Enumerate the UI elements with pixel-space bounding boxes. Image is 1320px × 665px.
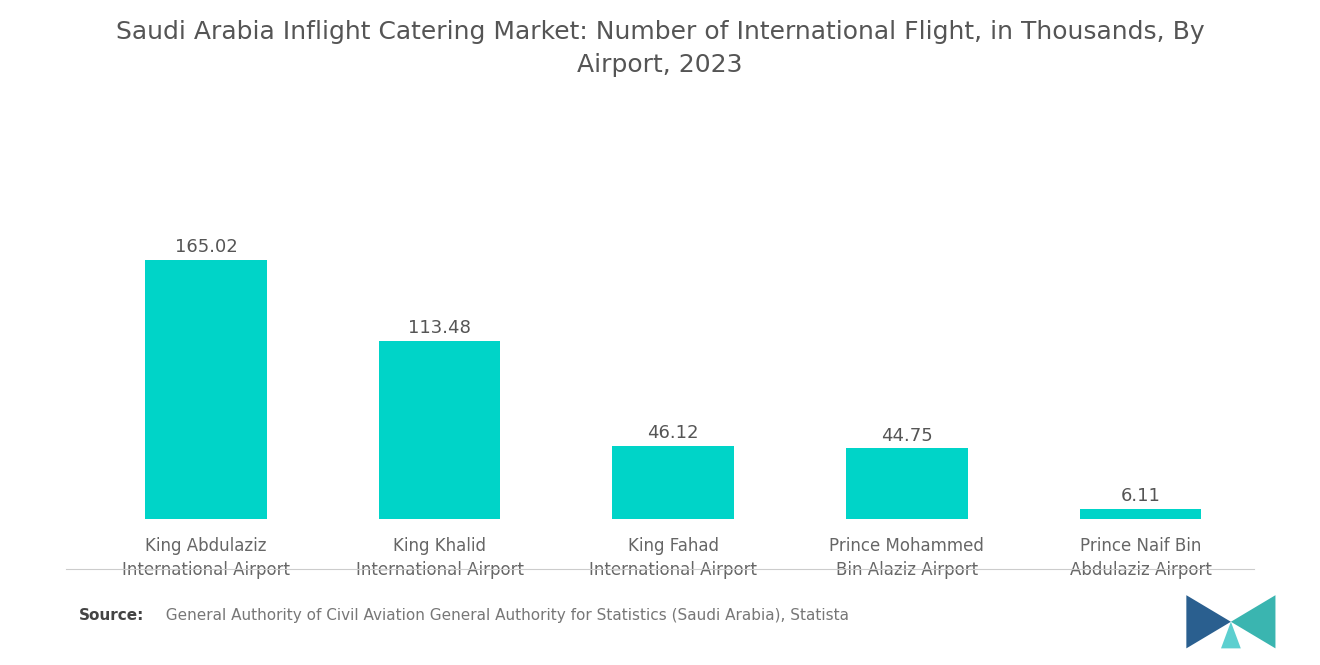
Text: 165.02: 165.02 [174,238,238,256]
Text: 6.11: 6.11 [1121,487,1160,505]
Text: 44.75: 44.75 [880,426,933,445]
Text: General Authority of Civil Aviation General Authority for Statistics (Saudi Arab: General Authority of Civil Aviation Gene… [156,608,849,622]
Text: 113.48: 113.48 [408,319,471,336]
Polygon shape [1232,595,1275,648]
Bar [846,448,968,519]
Bar [1080,509,1201,519]
Polygon shape [1187,595,1232,648]
Bar [612,446,734,519]
Bar [145,260,267,519]
Text: 46.12: 46.12 [647,424,700,442]
Text: Saudi Arabia Inflight Catering Market: Number of International Flight, in Thousa: Saudi Arabia Inflight Catering Market: N… [116,20,1204,77]
Text: Source:: Source: [79,608,145,622]
Bar [379,340,500,519]
Polygon shape [1221,622,1241,648]
